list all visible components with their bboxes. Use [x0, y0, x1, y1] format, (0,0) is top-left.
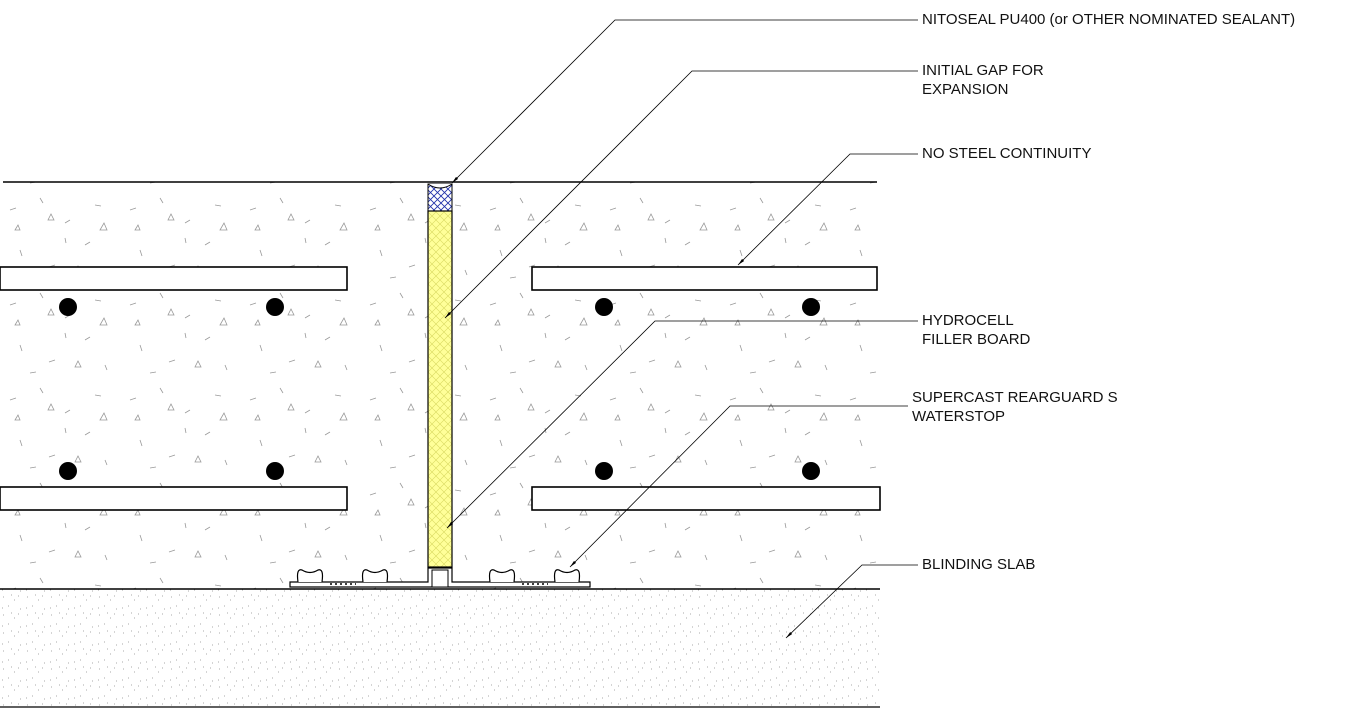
- waterstop-bulb: [296, 569, 324, 583]
- callout-label: NITOSEAL PU400 (or OTHER NOMINATED SEALA…: [922, 11, 1295, 28]
- rebar-longitudinal: [531, 266, 878, 291]
- callout-label: FILLER BOARD: [922, 331, 1031, 348]
- waterstop-centre: [431, 569, 449, 588]
- leader-line: [569, 405, 908, 568]
- concrete-slab-right: [452, 182, 877, 589]
- sealant-curve: [427, 183, 453, 189]
- waterstop-bulb: [553, 569, 581, 583]
- leader-line: [451, 19, 918, 184]
- rebar-section: [59, 462, 77, 480]
- rebar-section: [266, 462, 284, 480]
- rebar-section: [802, 298, 820, 316]
- rebar-section: [266, 298, 284, 316]
- waterstop-bulb: [488, 569, 516, 583]
- leader-line: [446, 320, 918, 529]
- rebar-section: [595, 298, 613, 316]
- callout-label: WATERSTOP: [912, 408, 1005, 425]
- rebar-longitudinal: [0, 486, 348, 511]
- blinding-slab: [0, 589, 880, 707]
- callout-label: SUPERCAST REARGUARD S: [912, 389, 1118, 406]
- concrete-slab-left: [3, 182, 428, 589]
- rebar-longitudinal: [531, 486, 881, 511]
- leader-line: [444, 70, 918, 319]
- leader-line: [785, 564, 918, 639]
- labels: NITOSEAL PU400 (or OTHER NOMINATED SEALA…: [444, 11, 1295, 639]
- callout-label: NO STEEL CONTINUITY: [922, 145, 1091, 162]
- filler-board: [427, 210, 453, 568]
- waterstop-bulb: [361, 569, 389, 583]
- callout-label: HYDROCELL: [922, 312, 1014, 329]
- rebar-section: [802, 462, 820, 480]
- rebar-section: [59, 298, 77, 316]
- callout-label: INITIAL GAP FOR: [922, 62, 1044, 79]
- callout-label: EXPANSION: [922, 81, 1008, 98]
- rebar-section: [595, 462, 613, 480]
- rebar-longitudinal: [0, 266, 348, 291]
- callout-label: BLINDING SLAB: [922, 556, 1035, 573]
- leader-line: [737, 153, 918, 266]
